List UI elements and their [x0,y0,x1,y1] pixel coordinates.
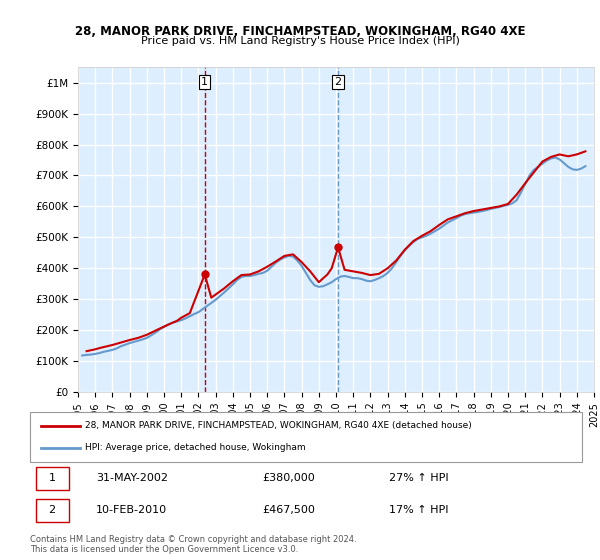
Text: 10-FEB-2010: 10-FEB-2010 [96,505,167,515]
Text: 28, MANOR PARK DRIVE, FINCHAMPSTEAD, WOKINGHAM, RG40 4XE (detached house): 28, MANOR PARK DRIVE, FINCHAMPSTEAD, WOK… [85,421,472,430]
Text: 2: 2 [49,505,56,515]
Text: 31-MAY-2002: 31-MAY-2002 [96,473,168,483]
Text: 1: 1 [49,473,56,483]
Text: 17% ↑ HPI: 17% ↑ HPI [389,505,448,515]
Text: Price paid vs. HM Land Registry's House Price Index (HPI): Price paid vs. HM Land Registry's House … [140,36,460,46]
Text: £380,000: £380,000 [262,473,314,483]
Text: 1: 1 [201,77,208,87]
FancyBboxPatch shape [30,412,582,462]
Text: 27% ↑ HPI: 27% ↑ HPI [389,473,448,483]
FancyBboxPatch shape [35,466,68,490]
Text: HPI: Average price, detached house, Wokingham: HPI: Average price, detached house, Woki… [85,444,306,452]
Text: 2: 2 [335,77,341,87]
Text: Contains HM Land Registry data © Crown copyright and database right 2024.
This d: Contains HM Land Registry data © Crown c… [30,535,356,554]
Text: £467,500: £467,500 [262,505,315,515]
FancyBboxPatch shape [35,499,68,522]
Text: 28, MANOR PARK DRIVE, FINCHAMPSTEAD, WOKINGHAM, RG40 4XE: 28, MANOR PARK DRIVE, FINCHAMPSTEAD, WOK… [75,25,525,38]
